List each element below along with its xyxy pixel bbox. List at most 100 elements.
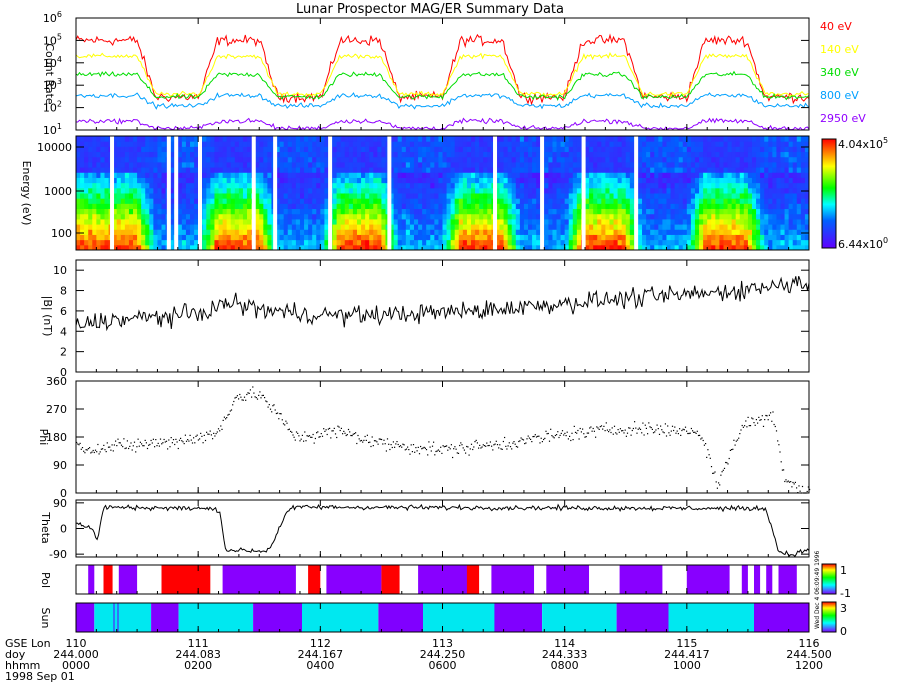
spec-cell — [287, 208, 293, 215]
spec-cell — [405, 203, 411, 210]
spec-cell — [450, 213, 456, 220]
spec-cell — [503, 156, 509, 163]
spec-cell — [234, 161, 240, 168]
spec-cell — [699, 218, 704, 225]
phi-point — [232, 404, 234, 406]
spec-cell — [682, 151, 688, 158]
phi-point — [746, 426, 748, 428]
theta-ylabel: Theta — [39, 511, 52, 544]
spec-cell — [568, 136, 574, 142]
spec-cell — [739, 213, 745, 220]
spec-cell — [267, 172, 272, 178]
spec-cell — [707, 224, 712, 230]
spec-cell — [242, 146, 248, 153]
spec-cell — [666, 172, 672, 178]
spec-cell — [703, 213, 708, 220]
spec-cell — [92, 239, 97, 246]
spec-cell — [137, 146, 142, 153]
spec-cell — [576, 156, 582, 163]
spec-cell — [747, 167, 753, 173]
spec-cell — [434, 193, 439, 199]
spec-cell — [544, 244, 549, 251]
spec-cell — [405, 161, 411, 168]
spec-cell — [523, 234, 529, 241]
spec-cell — [507, 203, 513, 210]
spec-cell — [715, 167, 720, 173]
spec-cell — [568, 193, 574, 199]
spec-cell — [92, 198, 97, 204]
spec-cell — [507, 213, 513, 220]
spec-cell — [487, 193, 492, 199]
spec-cell — [804, 167, 810, 173]
spec-cell — [585, 141, 590, 147]
x-tick-lon-2: 112 — [310, 637, 331, 650]
spec-cell — [515, 234, 521, 241]
spec-cell — [295, 161, 301, 168]
x-tick-lon-3: 113 — [432, 637, 453, 650]
spec-cell — [287, 224, 293, 230]
spec-cell — [76, 213, 81, 220]
phi-point — [429, 446, 431, 448]
spec-cell — [133, 218, 138, 225]
spec-cell — [169, 182, 175, 189]
phi-point — [806, 490, 808, 493]
spec-cell — [699, 244, 704, 251]
phi-point — [622, 430, 624, 432]
spec-cell — [214, 136, 220, 142]
spec-cell — [426, 244, 431, 251]
spec-cell — [617, 187, 623, 194]
phi-point — [311, 436, 313, 438]
spec-cell — [466, 198, 472, 204]
spec-cell — [128, 151, 134, 158]
spec-cell — [185, 172, 191, 178]
spec-cell — [226, 172, 232, 178]
spec-cell — [552, 198, 558, 204]
spec-cell — [666, 239, 672, 246]
spec-cell — [792, 167, 798, 173]
polarity-ylabel: Pol — [39, 572, 52, 588]
spec-cell — [291, 224, 297, 230]
spec-cell — [104, 193, 110, 199]
spec-cell — [194, 156, 199, 163]
spec-cell — [275, 187, 281, 194]
phi-point — [621, 430, 623, 432]
spec-cell — [316, 218, 321, 225]
spec-cell — [177, 193, 183, 199]
polarity-colorbar — [821, 563, 837, 595]
spec-cell — [772, 229, 777, 235]
phi-point — [777, 440, 779, 442]
phi-point — [161, 443, 163, 445]
spec-cell — [88, 161, 93, 168]
phi-point — [734, 444, 736, 446]
spec-cell — [279, 167, 285, 173]
spec-cell — [287, 177, 293, 184]
phi-point — [123, 438, 125, 440]
phi-point — [381, 438, 383, 441]
spec-cell — [92, 182, 97, 189]
spec-cell — [295, 136, 301, 142]
spec-cell — [169, 146, 175, 153]
phi-point — [172, 439, 175, 441]
spec-cell — [153, 193, 158, 199]
spec-cell — [161, 208, 167, 215]
spec-cell — [214, 177, 220, 184]
spec-cell — [495, 136, 501, 142]
spec-cell — [796, 239, 802, 246]
spec-cell — [112, 244, 118, 251]
phi-point — [598, 428, 600, 430]
spec-cell — [324, 203, 329, 210]
spec-cell — [96, 239, 101, 246]
spec-cell — [263, 177, 268, 184]
spec-cell — [434, 156, 439, 163]
spec-cell — [703, 141, 708, 147]
phi-point — [376, 441, 378, 443]
spec-cell — [389, 141, 395, 147]
spec-cell — [312, 229, 317, 235]
spec-cell — [613, 182, 619, 189]
spec-cell — [409, 203, 415, 210]
spec-cell — [389, 156, 395, 163]
spec-cell — [609, 224, 615, 230]
spec-cell — [259, 213, 264, 220]
phi-point — [195, 435, 197, 437]
spec-cell — [682, 156, 688, 163]
